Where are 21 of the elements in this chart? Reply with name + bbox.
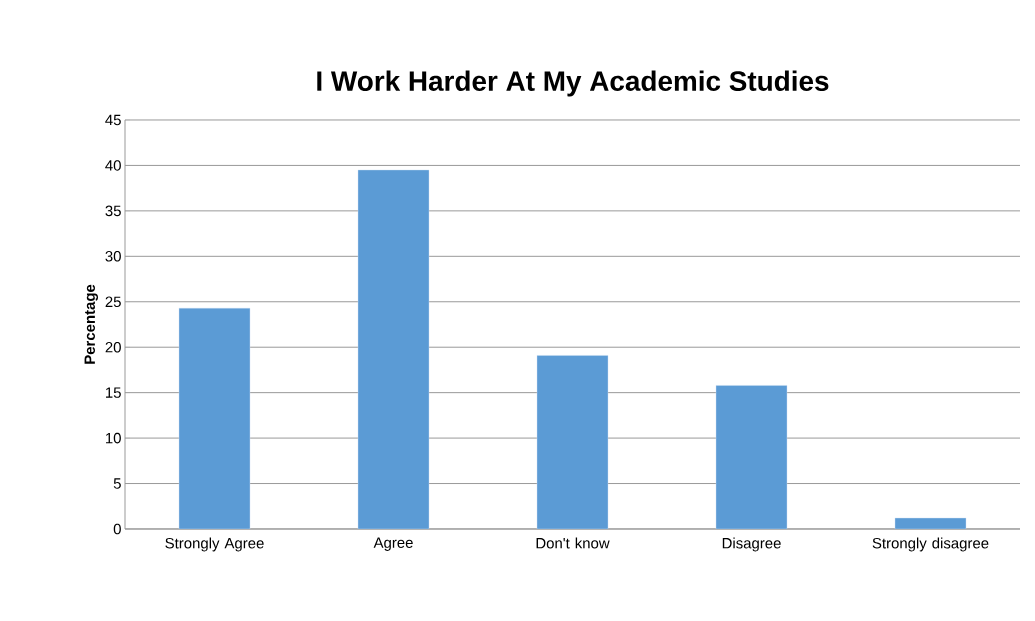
x-tick-label: Don't know [536,537,610,549]
y-tick-label: 35 [105,205,121,217]
y-axis-title: Percentage [84,284,99,364]
y-tick-label: 5 [113,478,121,489]
x-tick-label: Disagree [722,537,781,552]
y-tick-label: 0 [113,523,121,535]
y-tick-label: 20 [105,341,121,353]
y-tick-label: 30 [105,251,121,262]
bar [357,169,430,529]
y-tick-label: 40 [105,160,121,171]
x-tick-label: Strongly Agree [165,537,264,552]
chart-title: I Work Harder At My Academic Studies [317,70,829,97]
y-tick-label: 45 [105,114,121,126]
y-tick-label: 15 [106,387,121,398]
y-tick-label: 10 [106,432,121,444]
bar [178,307,251,529]
bar [536,355,609,529]
x-tick-label: Agree [373,537,413,551]
bar [715,385,788,529]
y-tick-label: 25 [105,296,121,308]
x-tick-label: Strongly disagree [872,537,989,552]
